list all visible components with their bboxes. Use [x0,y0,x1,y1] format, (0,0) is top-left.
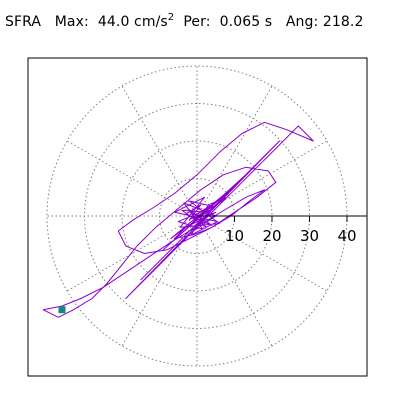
period-label: Per: [183,14,211,30]
angle-label: Ang: [285,14,319,30]
axis-layer [197,215,367,222]
max-label: Max: [54,14,89,30]
max-unit: cm/s [134,14,168,30]
max-value: 44.0 [97,14,130,30]
tick-label-layer: 10 20 30 40 [225,227,357,245]
grid-spoke-210 [66,215,198,292]
axis-tick-label-20: 20 [262,227,281,245]
plot-frame [27,57,368,377]
angle-value: 218.2 [322,14,364,30]
grid-spoke-300 [196,215,273,347]
motion-trace-layer [42,121,314,318]
chart-header: SFRA Max: 44.0 cm/s2 Per: 0.065 s Ang: 2… [5,12,364,31]
max-unit-exponent: 2 [167,12,175,23]
motion-trace [42,121,314,318]
grid-spoke-150 [66,140,198,217]
end-point-marker [58,306,66,314]
axis-tick-label-30: 30 [300,227,319,245]
grid-spoke-120 [121,85,198,217]
grid-spoke-330 [196,215,328,292]
axis-tick-label-40: 40 [337,227,356,245]
grid-spoke-60 [196,85,273,217]
station-name: SFRA [5,14,42,30]
axis-tick-label-10: 10 [225,227,244,245]
period-value: 0.065 s [219,14,273,30]
